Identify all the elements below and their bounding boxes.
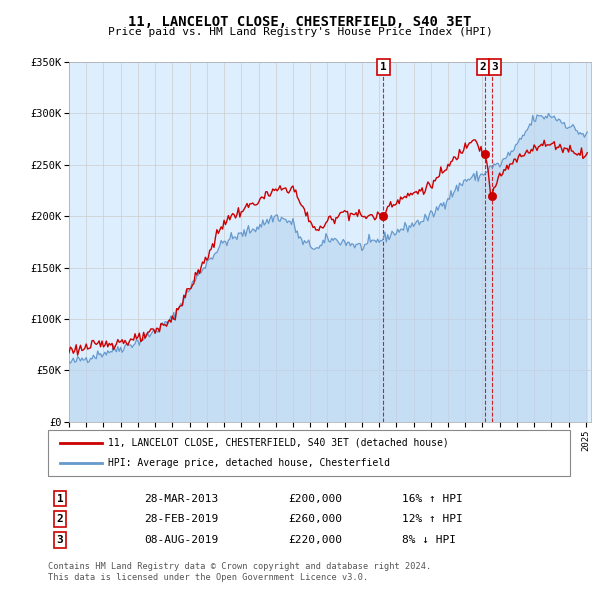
Text: £260,000: £260,000 xyxy=(288,514,342,524)
Text: Contains HM Land Registry data © Crown copyright and database right 2024.: Contains HM Land Registry data © Crown c… xyxy=(48,562,431,571)
Text: £220,000: £220,000 xyxy=(288,535,342,545)
Text: 1: 1 xyxy=(380,62,387,72)
Text: This data is licensed under the Open Government Licence v3.0.: This data is licensed under the Open Gov… xyxy=(48,573,368,582)
Text: HPI: Average price, detached house, Chesterfield: HPI: Average price, detached house, Ches… xyxy=(108,458,390,468)
Text: 28-MAR-2013: 28-MAR-2013 xyxy=(144,494,218,503)
Text: 28-FEB-2019: 28-FEB-2019 xyxy=(144,514,218,524)
Text: 3: 3 xyxy=(491,62,499,72)
Text: 8% ↓ HPI: 8% ↓ HPI xyxy=(402,535,456,545)
Text: 11, LANCELOT CLOSE, CHESTERFIELD, S40 3ET (detached house): 11, LANCELOT CLOSE, CHESTERFIELD, S40 3E… xyxy=(108,438,449,448)
Text: 2: 2 xyxy=(479,62,486,72)
Text: 16% ↑ HPI: 16% ↑ HPI xyxy=(402,494,463,503)
Text: 08-AUG-2019: 08-AUG-2019 xyxy=(144,535,218,545)
Text: 11, LANCELOT CLOSE, CHESTERFIELD, S40 3ET: 11, LANCELOT CLOSE, CHESTERFIELD, S40 3E… xyxy=(128,15,472,29)
Text: 2: 2 xyxy=(56,514,64,524)
Text: £200,000: £200,000 xyxy=(288,494,342,503)
Text: 12% ↑ HPI: 12% ↑ HPI xyxy=(402,514,463,524)
Text: Price paid vs. HM Land Registry's House Price Index (HPI): Price paid vs. HM Land Registry's House … xyxy=(107,27,493,37)
Text: 1: 1 xyxy=(56,494,64,503)
Text: 3: 3 xyxy=(56,535,64,545)
